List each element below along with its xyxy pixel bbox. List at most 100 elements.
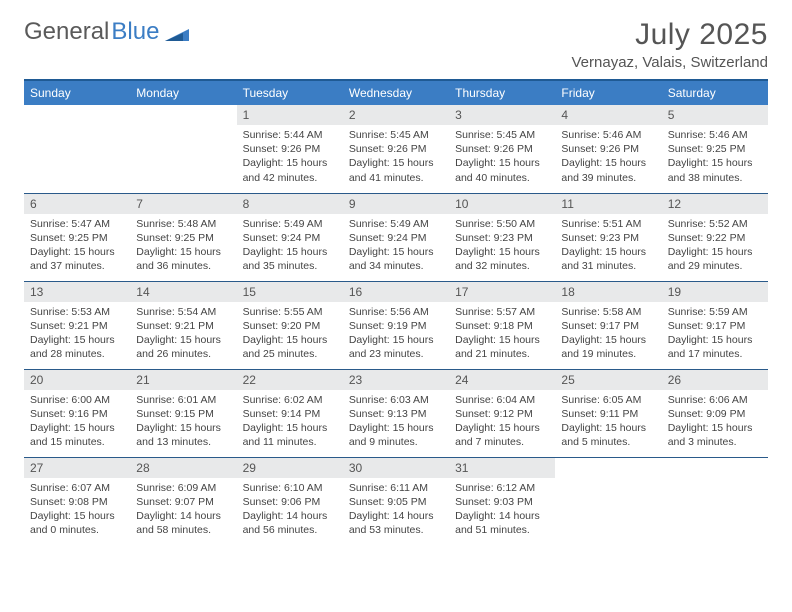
calendar-day-cell: 19Sunrise: 5:59 AMSunset: 9:17 PMDayligh… xyxy=(662,281,768,369)
calendar-day-cell xyxy=(555,457,661,545)
day-number: 15 xyxy=(237,282,343,302)
day-number: 31 xyxy=(449,458,555,478)
calendar-page: GeneralBlue July 2025 Vernayaz, Valais, … xyxy=(0,0,792,563)
day-number: 18 xyxy=(555,282,661,302)
calendar-day-cell: 17Sunrise: 5:57 AMSunset: 9:18 PMDayligh… xyxy=(449,281,555,369)
day-details: Sunrise: 5:45 AMSunset: 9:26 PMDaylight:… xyxy=(343,125,449,188)
calendar-day-cell: 20Sunrise: 6:00 AMSunset: 9:16 PMDayligh… xyxy=(24,369,130,457)
calendar-day-cell xyxy=(662,457,768,545)
day-number: 10 xyxy=(449,194,555,214)
day-number: 26 xyxy=(662,370,768,390)
day-details: Sunrise: 6:01 AMSunset: 9:15 PMDaylight:… xyxy=(130,390,236,453)
day-number: 21 xyxy=(130,370,236,390)
day-number: 7 xyxy=(130,194,236,214)
day-number: 8 xyxy=(237,194,343,214)
day-number: 17 xyxy=(449,282,555,302)
calendar-day-cell: 26Sunrise: 6:06 AMSunset: 9:09 PMDayligh… xyxy=(662,369,768,457)
calendar-day-cell: 29Sunrise: 6:10 AMSunset: 9:06 PMDayligh… xyxy=(237,457,343,545)
weekday-header: Sunday xyxy=(24,80,130,105)
calendar-day-cell: 5Sunrise: 5:46 AMSunset: 9:25 PMDaylight… xyxy=(662,105,768,193)
calendar-day-cell: 8Sunrise: 5:49 AMSunset: 9:24 PMDaylight… xyxy=(237,193,343,281)
logo-text-2: Blue xyxy=(111,18,159,46)
title-block: July 2025 Vernayaz, Valais, Switzerland xyxy=(572,18,769,71)
calendar-day-cell: 18Sunrise: 5:58 AMSunset: 9:17 PMDayligh… xyxy=(555,281,661,369)
day-number: 24 xyxy=(449,370,555,390)
logo-text-1: General xyxy=(24,18,109,46)
day-number: 19 xyxy=(662,282,768,302)
day-details: Sunrise: 5:53 AMSunset: 9:21 PMDaylight:… xyxy=(24,302,130,365)
day-details: Sunrise: 5:50 AMSunset: 9:23 PMDaylight:… xyxy=(449,214,555,277)
location: Vernayaz, Valais, Switzerland xyxy=(572,54,769,71)
day-number: 16 xyxy=(343,282,449,302)
day-number: 12 xyxy=(662,194,768,214)
calendar-day-cell: 30Sunrise: 6:11 AMSunset: 9:05 PMDayligh… xyxy=(343,457,449,545)
calendar-day-cell: 13Sunrise: 5:53 AMSunset: 9:21 PMDayligh… xyxy=(24,281,130,369)
calendar-day-cell: 4Sunrise: 5:46 AMSunset: 9:26 PMDaylight… xyxy=(555,105,661,193)
day-number: 30 xyxy=(343,458,449,478)
day-number: 13 xyxy=(24,282,130,302)
day-details: Sunrise: 5:52 AMSunset: 9:22 PMDaylight:… xyxy=(662,214,768,277)
day-details: Sunrise: 5:44 AMSunset: 9:26 PMDaylight:… xyxy=(237,125,343,188)
day-details: Sunrise: 6:09 AMSunset: 9:07 PMDaylight:… xyxy=(130,478,236,541)
header: GeneralBlue July 2025 Vernayaz, Valais, … xyxy=(24,18,768,71)
day-number: 27 xyxy=(24,458,130,478)
calendar-day-cell xyxy=(24,105,130,193)
calendar-day-cell: 16Sunrise: 5:56 AMSunset: 9:19 PMDayligh… xyxy=(343,281,449,369)
day-number: 25 xyxy=(555,370,661,390)
calendar-day-cell: 12Sunrise: 5:52 AMSunset: 9:22 PMDayligh… xyxy=(662,193,768,281)
calendar-day-cell: 10Sunrise: 5:50 AMSunset: 9:23 PMDayligh… xyxy=(449,193,555,281)
day-details: Sunrise: 5:57 AMSunset: 9:18 PMDaylight:… xyxy=(449,302,555,365)
day-number: 22 xyxy=(237,370,343,390)
weekday-header: Monday xyxy=(130,80,236,105)
weekday-header: Tuesday xyxy=(237,80,343,105)
logo-icon xyxy=(165,23,189,41)
day-details: Sunrise: 5:56 AMSunset: 9:19 PMDaylight:… xyxy=(343,302,449,365)
calendar-day-cell: 31Sunrise: 6:12 AMSunset: 9:03 PMDayligh… xyxy=(449,457,555,545)
calendar-week-row: 20Sunrise: 6:00 AMSunset: 9:16 PMDayligh… xyxy=(24,369,768,457)
calendar-day-cell: 21Sunrise: 6:01 AMSunset: 9:15 PMDayligh… xyxy=(130,369,236,457)
day-details: Sunrise: 5:45 AMSunset: 9:26 PMDaylight:… xyxy=(449,125,555,188)
day-number: 2 xyxy=(343,105,449,125)
calendar-day-cell: 27Sunrise: 6:07 AMSunset: 9:08 PMDayligh… xyxy=(24,457,130,545)
day-details: Sunrise: 5:55 AMSunset: 9:20 PMDaylight:… xyxy=(237,302,343,365)
calendar-day-cell: 23Sunrise: 6:03 AMSunset: 9:13 PMDayligh… xyxy=(343,369,449,457)
day-number: 6 xyxy=(24,194,130,214)
day-details: Sunrise: 6:12 AMSunset: 9:03 PMDaylight:… xyxy=(449,478,555,541)
weekday-header-row: SundayMondayTuesdayWednesdayThursdayFrid… xyxy=(24,80,768,105)
day-number: 11 xyxy=(555,194,661,214)
day-number: 5 xyxy=(662,105,768,125)
day-number: 20 xyxy=(24,370,130,390)
calendar-body: 1Sunrise: 5:44 AMSunset: 9:26 PMDaylight… xyxy=(24,105,768,545)
calendar-day-cell: 28Sunrise: 6:09 AMSunset: 9:07 PMDayligh… xyxy=(130,457,236,545)
day-details: Sunrise: 6:00 AMSunset: 9:16 PMDaylight:… xyxy=(24,390,130,453)
weekday-header: Wednesday xyxy=(343,80,449,105)
day-details: Sunrise: 5:49 AMSunset: 9:24 PMDaylight:… xyxy=(343,214,449,277)
calendar-day-cell: 7Sunrise: 5:48 AMSunset: 9:25 PMDaylight… xyxy=(130,193,236,281)
weekday-header: Thursday xyxy=(449,80,555,105)
day-details: Sunrise: 6:10 AMSunset: 9:06 PMDaylight:… xyxy=(237,478,343,541)
day-number: 9 xyxy=(343,194,449,214)
calendar-week-row: 27Sunrise: 6:07 AMSunset: 9:08 PMDayligh… xyxy=(24,457,768,545)
day-number: 23 xyxy=(343,370,449,390)
day-details: Sunrise: 6:05 AMSunset: 9:11 PMDaylight:… xyxy=(555,390,661,453)
day-details: Sunrise: 5:49 AMSunset: 9:24 PMDaylight:… xyxy=(237,214,343,277)
day-details: Sunrise: 5:59 AMSunset: 9:17 PMDaylight:… xyxy=(662,302,768,365)
calendar-day-cell: 22Sunrise: 6:02 AMSunset: 9:14 PMDayligh… xyxy=(237,369,343,457)
calendar-day-cell: 9Sunrise: 5:49 AMSunset: 9:24 PMDaylight… xyxy=(343,193,449,281)
calendar-day-cell: 15Sunrise: 5:55 AMSunset: 9:20 PMDayligh… xyxy=(237,281,343,369)
day-details: Sunrise: 6:03 AMSunset: 9:13 PMDaylight:… xyxy=(343,390,449,453)
day-number: 4 xyxy=(555,105,661,125)
day-details: Sunrise: 6:07 AMSunset: 9:08 PMDaylight:… xyxy=(24,478,130,541)
weekday-header: Friday xyxy=(555,80,661,105)
day-details: Sunrise: 5:54 AMSunset: 9:21 PMDaylight:… xyxy=(130,302,236,365)
calendar-day-cell: 6Sunrise: 5:47 AMSunset: 9:25 PMDaylight… xyxy=(24,193,130,281)
day-details: Sunrise: 5:47 AMSunset: 9:25 PMDaylight:… xyxy=(24,214,130,277)
day-details: Sunrise: 6:04 AMSunset: 9:12 PMDaylight:… xyxy=(449,390,555,453)
day-number: 14 xyxy=(130,282,236,302)
weekday-header: Saturday xyxy=(662,80,768,105)
day-details: Sunrise: 5:46 AMSunset: 9:26 PMDaylight:… xyxy=(555,125,661,188)
calendar-day-cell: 24Sunrise: 6:04 AMSunset: 9:12 PMDayligh… xyxy=(449,369,555,457)
calendar-week-row: 6Sunrise: 5:47 AMSunset: 9:25 PMDaylight… xyxy=(24,193,768,281)
day-details: Sunrise: 6:11 AMSunset: 9:05 PMDaylight:… xyxy=(343,478,449,541)
calendar-table: SundayMondayTuesdayWednesdayThursdayFrid… xyxy=(24,79,768,545)
